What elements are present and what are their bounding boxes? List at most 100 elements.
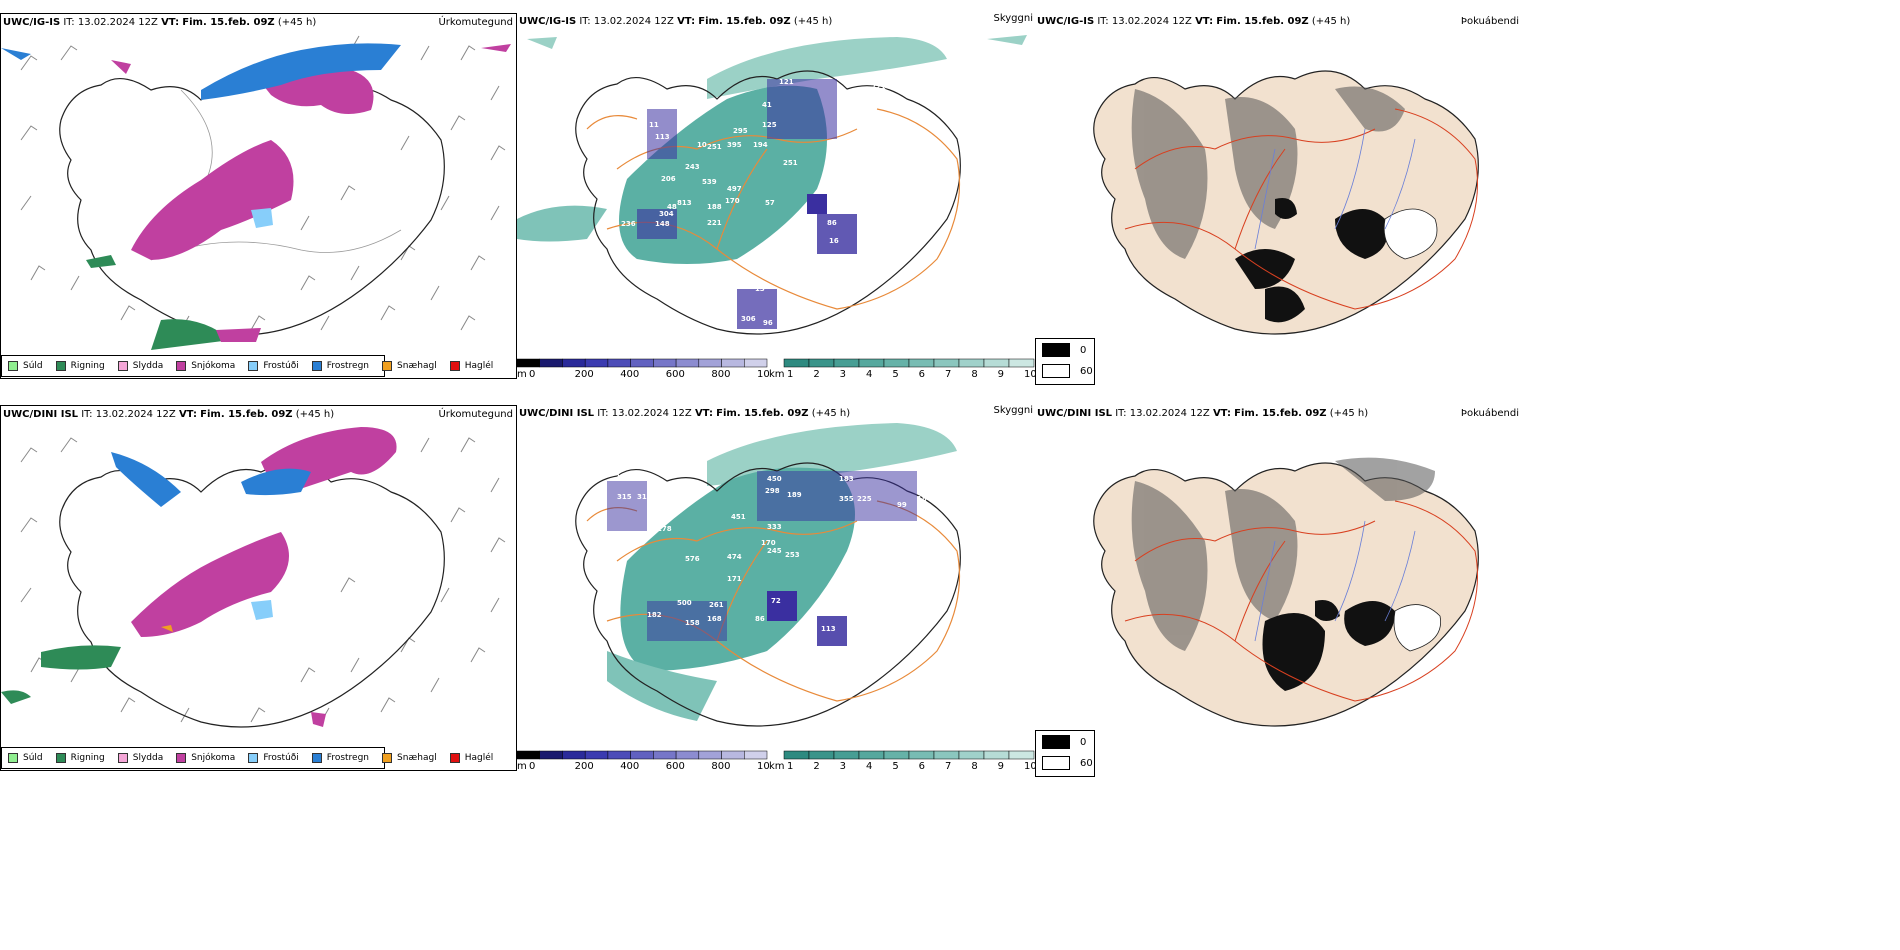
legend-item-rigning: Rigning	[55, 753, 105, 763]
panel-title: UWC/IG-IS IT: 13.02.2024 12Z VT: Fim. 15…	[1037, 16, 1351, 27]
height-label: 576	[685, 555, 700, 563]
panel-title: UWC/DINI ISL IT: 13.02.2024 12Z VT: Fim.…	[3, 409, 335, 420]
precip-type-panel-bottom: UWC/DINI ISL IT: 13.02.2024 12Z VT: Fim.…	[0, 405, 517, 771]
legend-item-sud: Súld	[8, 361, 43, 371]
height-label: 168	[847, 78, 862, 86]
colorbar-tick-label: 2	[813, 761, 819, 771]
colorbar-swatch	[698, 358, 722, 368]
colorbar-tick-label: 4	[866, 369, 872, 379]
colorbar-swatch	[721, 358, 745, 368]
colorbar-swatch	[744, 358, 768, 368]
colorbar-tick-label: 8	[971, 369, 977, 379]
iceland-fog-map	[1093, 457, 1479, 727]
legend-item-slydda: Slydda	[117, 753, 163, 763]
panel-name: Þokuábendi	[1460, 408, 1519, 419]
height-label: 148	[655, 220, 670, 228]
colorbar-tick-label: 400	[620, 369, 639, 379]
iceland-precip-map	[1, 35, 511, 350]
colorbar-swatch	[675, 358, 700, 368]
panel-name: Úrkomutegund	[438, 17, 513, 28]
legend-item-snjokoma: Snjókoma	[176, 753, 235, 763]
height-label: 188	[707, 203, 722, 211]
height-label: 10	[697, 141, 707, 149]
height-label: 183	[839, 475, 854, 483]
colorbar-swatch	[833, 750, 860, 760]
colorbar-swatch	[783, 750, 810, 760]
colorbar-tick-label: 1	[787, 761, 793, 771]
colorbar-swatch	[721, 750, 745, 760]
colorbar-swatch	[858, 358, 885, 368]
height-label: 395	[727, 141, 742, 149]
height-label: 182	[647, 611, 662, 619]
legend-item-frostregn: Frostregn	[311, 753, 369, 763]
fog-panel-bottom: UWC/DINI ISL IT: 13.02.2024 12Z VT: Fim.…	[1035, 405, 1555, 777]
colorbar-tick-label: 9	[998, 369, 1004, 379]
height-label: 278	[657, 525, 672, 533]
height-label: 86	[827, 219, 837, 227]
sky-panel-bottom: UWC/DINI ISL IT: 13.02.2024 12Z VT: Fim.…	[517, 405, 1037, 771]
height-label: 99	[897, 501, 907, 509]
height-label: 48	[667, 203, 677, 211]
height-label: 96	[763, 319, 773, 327]
colorbar-tick-label: 400	[620, 761, 639, 771]
colorbar-swatch	[698, 750, 722, 760]
height-label: 158	[685, 619, 700, 627]
colorbar-swatch	[983, 750, 1010, 760]
colorbar-swatch	[562, 358, 586, 368]
colorbar-tick-label: 600	[666, 369, 685, 379]
height-label: 41	[762, 101, 772, 109]
height-label: 813	[677, 199, 692, 207]
panel-name: Skyggni	[993, 13, 1033, 24]
colorbar-swatch	[744, 750, 768, 760]
legend-item-sud: Súld	[8, 753, 43, 763]
colorbar-swatch	[983, 358, 1010, 368]
height-label: 221	[707, 219, 722, 227]
height-label: 221	[871, 83, 886, 91]
colorbar-swatch	[653, 358, 677, 368]
height-label: 450	[767, 475, 782, 483]
height-label: 253	[785, 551, 800, 559]
height-label: 189	[787, 491, 802, 499]
snowfall-area	[131, 140, 294, 260]
colorbar-tick-label: 800	[711, 369, 730, 379]
height-label: 474	[727, 553, 742, 561]
colorbar-tick-label: 7	[945, 369, 951, 379]
panel-title: UWC/DINI ISL IT: 13.02.2024 12Z VT: Fim.…	[1037, 408, 1369, 419]
wind-barbs	[20, 35, 506, 331]
colorbar-tick-label: 4	[866, 761, 872, 771]
height-label: 216	[615, 473, 630, 481]
height-colorbar: m 0 200 400 600 800 1000	[517, 358, 769, 379]
colorbar-swatch	[833, 358, 860, 368]
height-label: 295	[733, 127, 748, 135]
height-unit: m	[517, 761, 527, 771]
height-label: 13	[755, 285, 765, 293]
height-label: 938	[847, 93, 862, 101]
height-label: 184	[917, 495, 932, 503]
height-label: 251	[707, 143, 722, 151]
colorbar-swatch	[883, 750, 910, 760]
iceland-precip-map	[1, 427, 506, 728]
colorbar-tick-label: 10	[1024, 761, 1037, 771]
legend-item-slydda: Slydda	[117, 361, 163, 371]
colorbar-swatch	[630, 750, 654, 760]
height-label: 500	[677, 599, 692, 607]
colorbar-swatch	[607, 750, 631, 760]
colorbar-tick-label: 3	[840, 761, 846, 771]
colorbar-swatch	[675, 750, 700, 760]
precip-type-panel-top: UWC/IG-IS IT: 13.02.2024 12Z VT: Fim. 15…	[0, 13, 517, 379]
height-label: 225	[857, 495, 872, 503]
height-label: 315	[617, 493, 632, 501]
height-label: 306	[741, 315, 756, 323]
height-label: 16	[829, 237, 839, 245]
visibility-unit: km	[769, 761, 785, 771]
colorbar-swatch	[630, 358, 654, 368]
colorbar-tick-label: 5	[892, 761, 898, 771]
colorbar-tick-label: 1000	[757, 761, 769, 771]
iceland-sky-map: 221 168 938 121 41 125 295 395 194 251 1…	[517, 35, 1027, 335]
height-label: 194	[753, 141, 768, 149]
height-label: 113	[821, 625, 836, 633]
height-label: 125	[762, 121, 777, 129]
precip-legend: Súld Rigning Slydda Snjókoma Frostúði Fr…	[1, 747, 493, 769]
colorbar-swatch	[1008, 750, 1035, 760]
sky-panel-top: UWC/IG-IS IT: 13.02.2024 12Z VT: Fim. 15…	[517, 13, 1037, 379]
